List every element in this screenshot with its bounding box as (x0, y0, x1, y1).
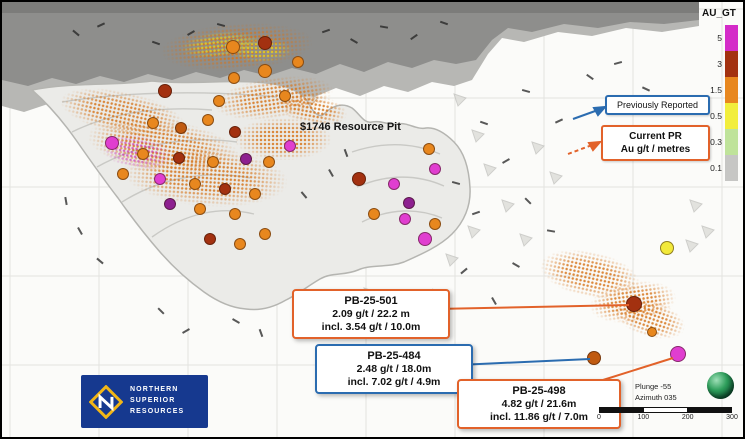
scale-label: 100 (637, 414, 650, 421)
drill-intercept-dot (263, 156, 275, 168)
logo-text: NORTHERN SUPERIOR RESOURCES (130, 385, 184, 418)
terrain-top-strip (2, 2, 699, 13)
drill-intercept-dot (228, 72, 240, 84)
scale-bar: 0 100 200 300 (597, 407, 738, 424)
legend-stop-swatch (725, 155, 738, 181)
drill-intercept-dot (388, 178, 400, 190)
legend-stop-swatch (725, 77, 738, 103)
scale-label: 300 (726, 414, 738, 421)
legend-stop-swatch (725, 25, 738, 51)
legend-stop: 3 (700, 51, 742, 77)
drill-intercept-dot (226, 40, 240, 54)
drill-intercept-dot (117, 168, 129, 180)
drill-intercept-dot (403, 197, 415, 209)
legend-stop-label: 5 (717, 33, 722, 43)
orientation-sphere (707, 372, 734, 399)
drill-intercept-dot (368, 208, 380, 220)
drill-intercept-dot (670, 346, 686, 362)
drill-intercept-dot (240, 153, 252, 165)
legend-stop: 0.3 (700, 129, 742, 155)
drill-intercept-dot (164, 198, 176, 210)
drill-intercept-dot (249, 188, 261, 200)
drill-intercept-dot (279, 90, 291, 102)
drill-intercept-dot (284, 140, 296, 152)
drill-intercept-dot (423, 143, 435, 155)
drill-intercept-dot (429, 218, 441, 230)
legend-stop-label: 0.1 (710, 163, 722, 173)
drill-intercept-dot (189, 178, 201, 190)
drill-intercept-dot (418, 232, 432, 246)
company-logo: NORTHERN SUPERIOR RESOURCES (81, 375, 208, 428)
drill-intercept-dot (175, 122, 187, 134)
legend-stop-label: 0.3 (710, 137, 722, 147)
legend-color-scale: 5 3 1.5 0.5 0.3 0.1 (700, 25, 742, 181)
legend-stop-label: 3 (717, 59, 722, 69)
scale-segment (643, 408, 688, 412)
drill-intercept-dot (173, 152, 185, 164)
drill-intercept-dot (229, 208, 241, 220)
grade-color-legend: AU_GT 5 3 1.5 0.5 0.3 0.1 (700, 8, 742, 181)
legend-stop: 0.1 (700, 155, 742, 181)
drill-intercept-dot (154, 173, 166, 185)
scale-label: 200 (681, 414, 694, 421)
scale-segment (688, 408, 731, 412)
legend-stop-swatch (725, 103, 738, 129)
drill-intercept-dot (202, 114, 214, 126)
drill-intercept-dot (137, 148, 149, 160)
legend-stop: 1.5 (700, 77, 742, 103)
drill-intercept-dot (229, 126, 241, 138)
legend-stop-label: 0.5 (710, 111, 722, 121)
legend-stop: 0.5 (700, 103, 742, 129)
drill-intercept-dot (219, 183, 231, 195)
drill-intercept-dot (204, 233, 216, 245)
drill-intercept-dot (626, 296, 642, 312)
scale-bar-segments (599, 407, 732, 413)
legend-stop: 5 (700, 25, 742, 51)
logo-mark-icon (89, 384, 123, 419)
legend-stop-label: 1.5 (710, 85, 722, 95)
scale-bar-labels: 0 100 200 300 (597, 414, 738, 424)
drill-intercept-dot (660, 241, 674, 255)
drill-intercept-dot (292, 56, 304, 68)
logo-line-1: NORTHERN (130, 386, 179, 394)
drill-intercept-dot (207, 156, 219, 168)
drill-intercept-dot (258, 64, 272, 78)
drill-intercept-dot (399, 213, 411, 225)
drill-intercept-dot (259, 228, 271, 240)
drill-intercept-dot (147, 117, 159, 129)
legend-stop-swatch (725, 129, 738, 155)
drill-intercept-dot (352, 172, 366, 186)
drill-intercept-dot (194, 203, 206, 215)
scale-segment (600, 408, 643, 412)
drill-intercept-dot (213, 95, 225, 107)
drill-intercept-dot (647, 327, 657, 337)
legend-title: AU_GT (702, 8, 736, 19)
scale-label: 0 (597, 414, 601, 421)
drill-intercept-dot (429, 163, 441, 175)
legend-stop-swatch (725, 51, 738, 77)
drill-intercept-dot (105, 136, 119, 150)
drill-intercept-dot (158, 84, 172, 98)
logo-line-2: SUPERIOR (130, 397, 176, 405)
drill-intercept-dot (587, 351, 601, 365)
logo-line-3: RESOURCES (130, 407, 185, 415)
drill-intercept-dot (258, 36, 272, 50)
drill-intercept-dot (234, 238, 246, 250)
